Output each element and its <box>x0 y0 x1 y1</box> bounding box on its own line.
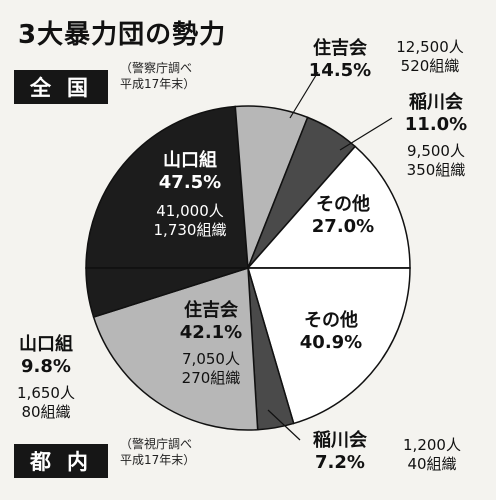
tokyo-yamaguchi-groups: 80組織 <box>21 403 71 421</box>
national-other-percent: 27.0% <box>311 216 375 237</box>
tokyo-slice-2 <box>92 266 259 431</box>
national-badge: 全国 <box>14 70 108 104</box>
tokyo-source-line1: （警視庁調べ <box>120 437 193 451</box>
tokyo-yamaguchi-percent: 9.8% <box>21 356 71 377</box>
tokyo-sumiyoshi-members: 7,050人 <box>182 350 240 368</box>
tokyo-yamaguchi-name: 山口組 <box>19 334 73 355</box>
tokyo-yamaguchi-members: 1,650人 <box>17 384 75 402</box>
tokyo-inagawa-members: 1,200人 <box>403 436 461 454</box>
national-sumiyoshi-counts: 12,500人 520組織 <box>380 38 480 76</box>
tokyo-inagawa-labels: 稲川会 7.2% <box>300 430 380 474</box>
tokyo-inagawa-percent: 7.2% <box>315 452 365 473</box>
national-sumiyoshi-groups: 520組織 <box>400 57 460 75</box>
tokyo-sumiyoshi-name: 住吉会 <box>184 300 238 321</box>
tokyo-other-labels: その他 40.9% <box>286 310 376 354</box>
national-slice-3 <box>246 145 411 269</box>
tokyo-yamaguchi-labels: 山口組 9.8% 1,650人 80組織 <box>10 334 82 422</box>
tokyo-inagawa-groups: 40組織 <box>407 455 457 473</box>
national-inagawa-percent: 11.0% <box>404 114 468 135</box>
national-source-line1: （警察庁調べ <box>120 61 193 75</box>
tokyo-inagawa-leader <box>267 409 301 441</box>
national-source: （警察庁調べ 平成17年末） <box>120 60 195 92</box>
national-inagawa-groups: 350組織 <box>406 161 466 179</box>
tokyo-source: （警視庁調べ 平成17年末） <box>120 436 195 468</box>
national-yamaguchi-percent: 47.5% <box>158 172 222 193</box>
national-sumiyoshi-members: 12,500人 <box>396 38 464 56</box>
tokyo-other-percent: 40.9% <box>299 332 363 353</box>
tokyo-inagawa-counts: 1,200人 40組織 <box>384 436 480 474</box>
national-sumiyoshi-leader <box>289 71 319 119</box>
national-other-name: その他 <box>316 194 370 215</box>
national-other-labels: その他 27.0% <box>300 194 386 238</box>
national-yamaguchi-groups: 1,730組織 <box>153 221 227 239</box>
tokyo-sumiyoshi-percent: 42.1% <box>179 322 243 343</box>
national-yamaguchi-members: 41,000人 <box>156 202 224 220</box>
national-slice-0 <box>85 105 249 269</box>
national-inagawa-members: 9,500人 <box>407 142 465 160</box>
tokyo-source-line2: 平成17年末） <box>120 453 196 467</box>
tokyo-inagawa-name: 稲川会 <box>313 430 367 451</box>
national-yamaguchi-labels: 山口組 47.5% 41,000人 1,730組織 <box>130 150 250 240</box>
tokyo-slice-0 <box>246 267 411 425</box>
tokyo-other-name: その他 <box>304 310 358 331</box>
national-yamaguchi-name: 山口組 <box>163 150 217 171</box>
tokyo-badge: 都内 <box>14 444 108 478</box>
chart-title: 3大暴力団の勢力 <box>18 20 227 50</box>
tokyo-sumiyoshi-labels: 住吉会 42.1% 7,050人 270組織 <box>156 300 266 388</box>
national-sumiyoshi-name: 住吉会 <box>313 38 367 59</box>
national-source-line2: 平成17年末） <box>120 77 196 91</box>
national-sumiyoshi-percent: 14.5% <box>308 60 372 81</box>
national-inagawa-labels: 稲川会 11.0% 9,500人 350組織 <box>392 92 480 180</box>
national-inagawa-leader <box>339 117 393 151</box>
national-sumiyoshi-labels: 住吉会 14.5% <box>304 38 376 82</box>
tokyo-sumiyoshi-groups: 270組織 <box>181 369 241 387</box>
national-inagawa-name: 稲川会 <box>409 92 463 113</box>
